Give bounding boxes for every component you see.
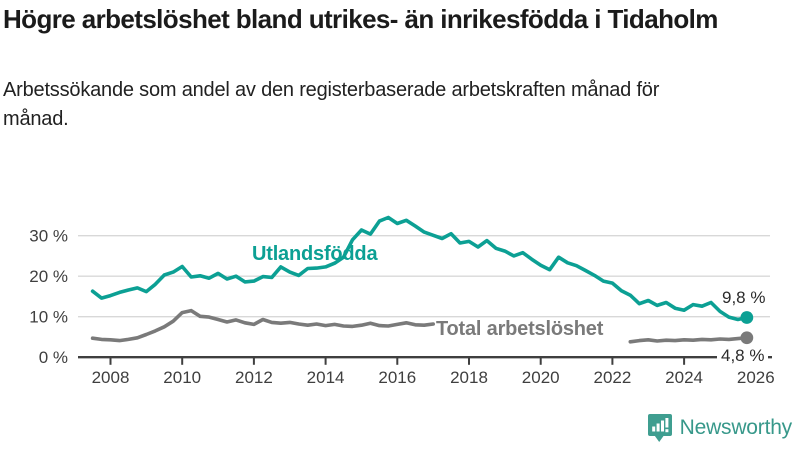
newsworthy-logo[interactable]: Newsworthy xyxy=(647,414,793,442)
svg-text:30 %: 30 % xyxy=(29,227,68,246)
chart-axis: 0 % 10 % 20 % 30 % 2008 2010 2012 2014 2016 2018 2… xyxy=(29,227,774,387)
svg-text:2008: 2008 xyxy=(92,368,130,387)
svg-text:2026: 2026 xyxy=(737,368,775,387)
page-subtitle: Arbetssökande som andel av den registerb… xyxy=(3,79,660,130)
svg-text:2020: 2020 xyxy=(522,368,560,387)
chart-series xyxy=(90,215,754,345)
svg-text:2012: 2012 xyxy=(235,368,273,387)
svg-text:2022: 2022 xyxy=(593,368,631,387)
newsworthy-pin-icon xyxy=(647,414,672,442)
newsworthy-brand-text: Newsworthy xyxy=(679,416,793,439)
svg-text:2016: 2016 xyxy=(378,368,416,387)
svg-text:2024: 2024 xyxy=(665,368,703,387)
svg-text:2010: 2010 xyxy=(163,368,201,387)
svg-text:20 %: 20 % xyxy=(29,267,68,286)
end-value-label-total: 4,8 % xyxy=(717,346,769,366)
end-value-label-utlandsfodda: 9,8 % xyxy=(722,288,766,307)
svg-text:2018: 2018 xyxy=(450,368,488,387)
svg-text:10 %: 10 % xyxy=(29,308,68,327)
svg-text:0 %: 0 % xyxy=(39,348,68,367)
page-title: Högre arbetslöshet bland utrikes- än inr… xyxy=(3,4,718,34)
series-label-total-arbetsloshet: Total arbetslöshet xyxy=(436,318,604,340)
series-label-utlandsfodda: Utlandsfödda xyxy=(252,243,378,265)
svg-text:2014: 2014 xyxy=(307,368,345,387)
